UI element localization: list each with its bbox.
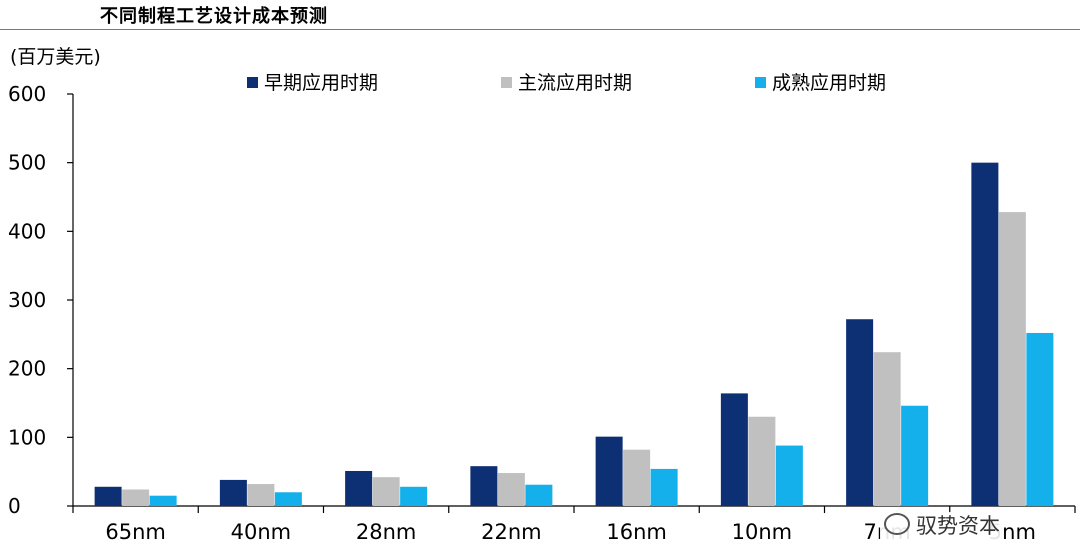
bar	[122, 489, 150, 506]
y-tick-label: 600	[8, 82, 46, 106]
watermark: 驭势资本	[880, 512, 1004, 540]
bar	[846, 319, 874, 506]
x-tick-label: 16nm	[606, 520, 667, 544]
bar	[525, 484, 553, 506]
y-tick-label: 400	[8, 219, 46, 243]
bar	[219, 479, 247, 506]
bar	[748, 416, 776, 506]
x-tick-label: 22nm	[481, 520, 542, 544]
y-axis-unit-label: (百万美元)	[10, 46, 101, 68]
legend: 早期应用时期 主流应用时期 成熟应用时期	[247, 72, 886, 94]
bar	[470, 466, 498, 506]
bars	[94, 162, 1054, 506]
bar	[345, 470, 373, 506]
bar	[372, 477, 400, 506]
x-tick-label: 28nm	[356, 520, 417, 544]
x-tick-label: 10nm	[732, 520, 793, 544]
bar	[149, 495, 177, 506]
bar	[650, 468, 678, 506]
y-tick-label: 500	[8, 151, 46, 175]
x-tick-label: 40nm	[231, 520, 292, 544]
y-tick-label: 300	[8, 288, 46, 312]
y-axis: 0 100 200 300 400 500 600	[8, 82, 74, 518]
bar	[873, 352, 901, 506]
legend-label: 主流应用时期	[518, 72, 632, 94]
y-tick-label: 100	[8, 425, 46, 449]
bar	[94, 486, 122, 506]
bar	[720, 393, 748, 506]
title-divider	[0, 29, 1080, 30]
legend-label: 早期应用时期	[264, 72, 378, 94]
bar	[1026, 332, 1054, 506]
watermark-text: 驭势资本	[916, 514, 1000, 538]
y-tick-label: 200	[8, 357, 46, 381]
bar	[775, 445, 803, 506]
bar	[998, 212, 1026, 506]
legend-swatch	[755, 77, 766, 88]
bar	[497, 473, 525, 506]
bar	[247, 484, 275, 506]
bar	[400, 486, 428, 506]
y-tick-label: 0	[8, 494, 21, 518]
bar	[971, 162, 999, 506]
legend-label: 成熟应用时期	[772, 72, 886, 94]
wechat-icon	[884, 513, 910, 535]
bar	[274, 492, 302, 506]
chart-title: 不同制程工艺设计成本预测	[100, 6, 328, 27]
x-tick-label: 65nm	[105, 520, 166, 544]
bar	[595, 436, 623, 506]
legend-swatch	[501, 77, 512, 88]
bar	[901, 405, 929, 506]
legend-swatch	[247, 77, 258, 88]
bar	[623, 449, 651, 506]
